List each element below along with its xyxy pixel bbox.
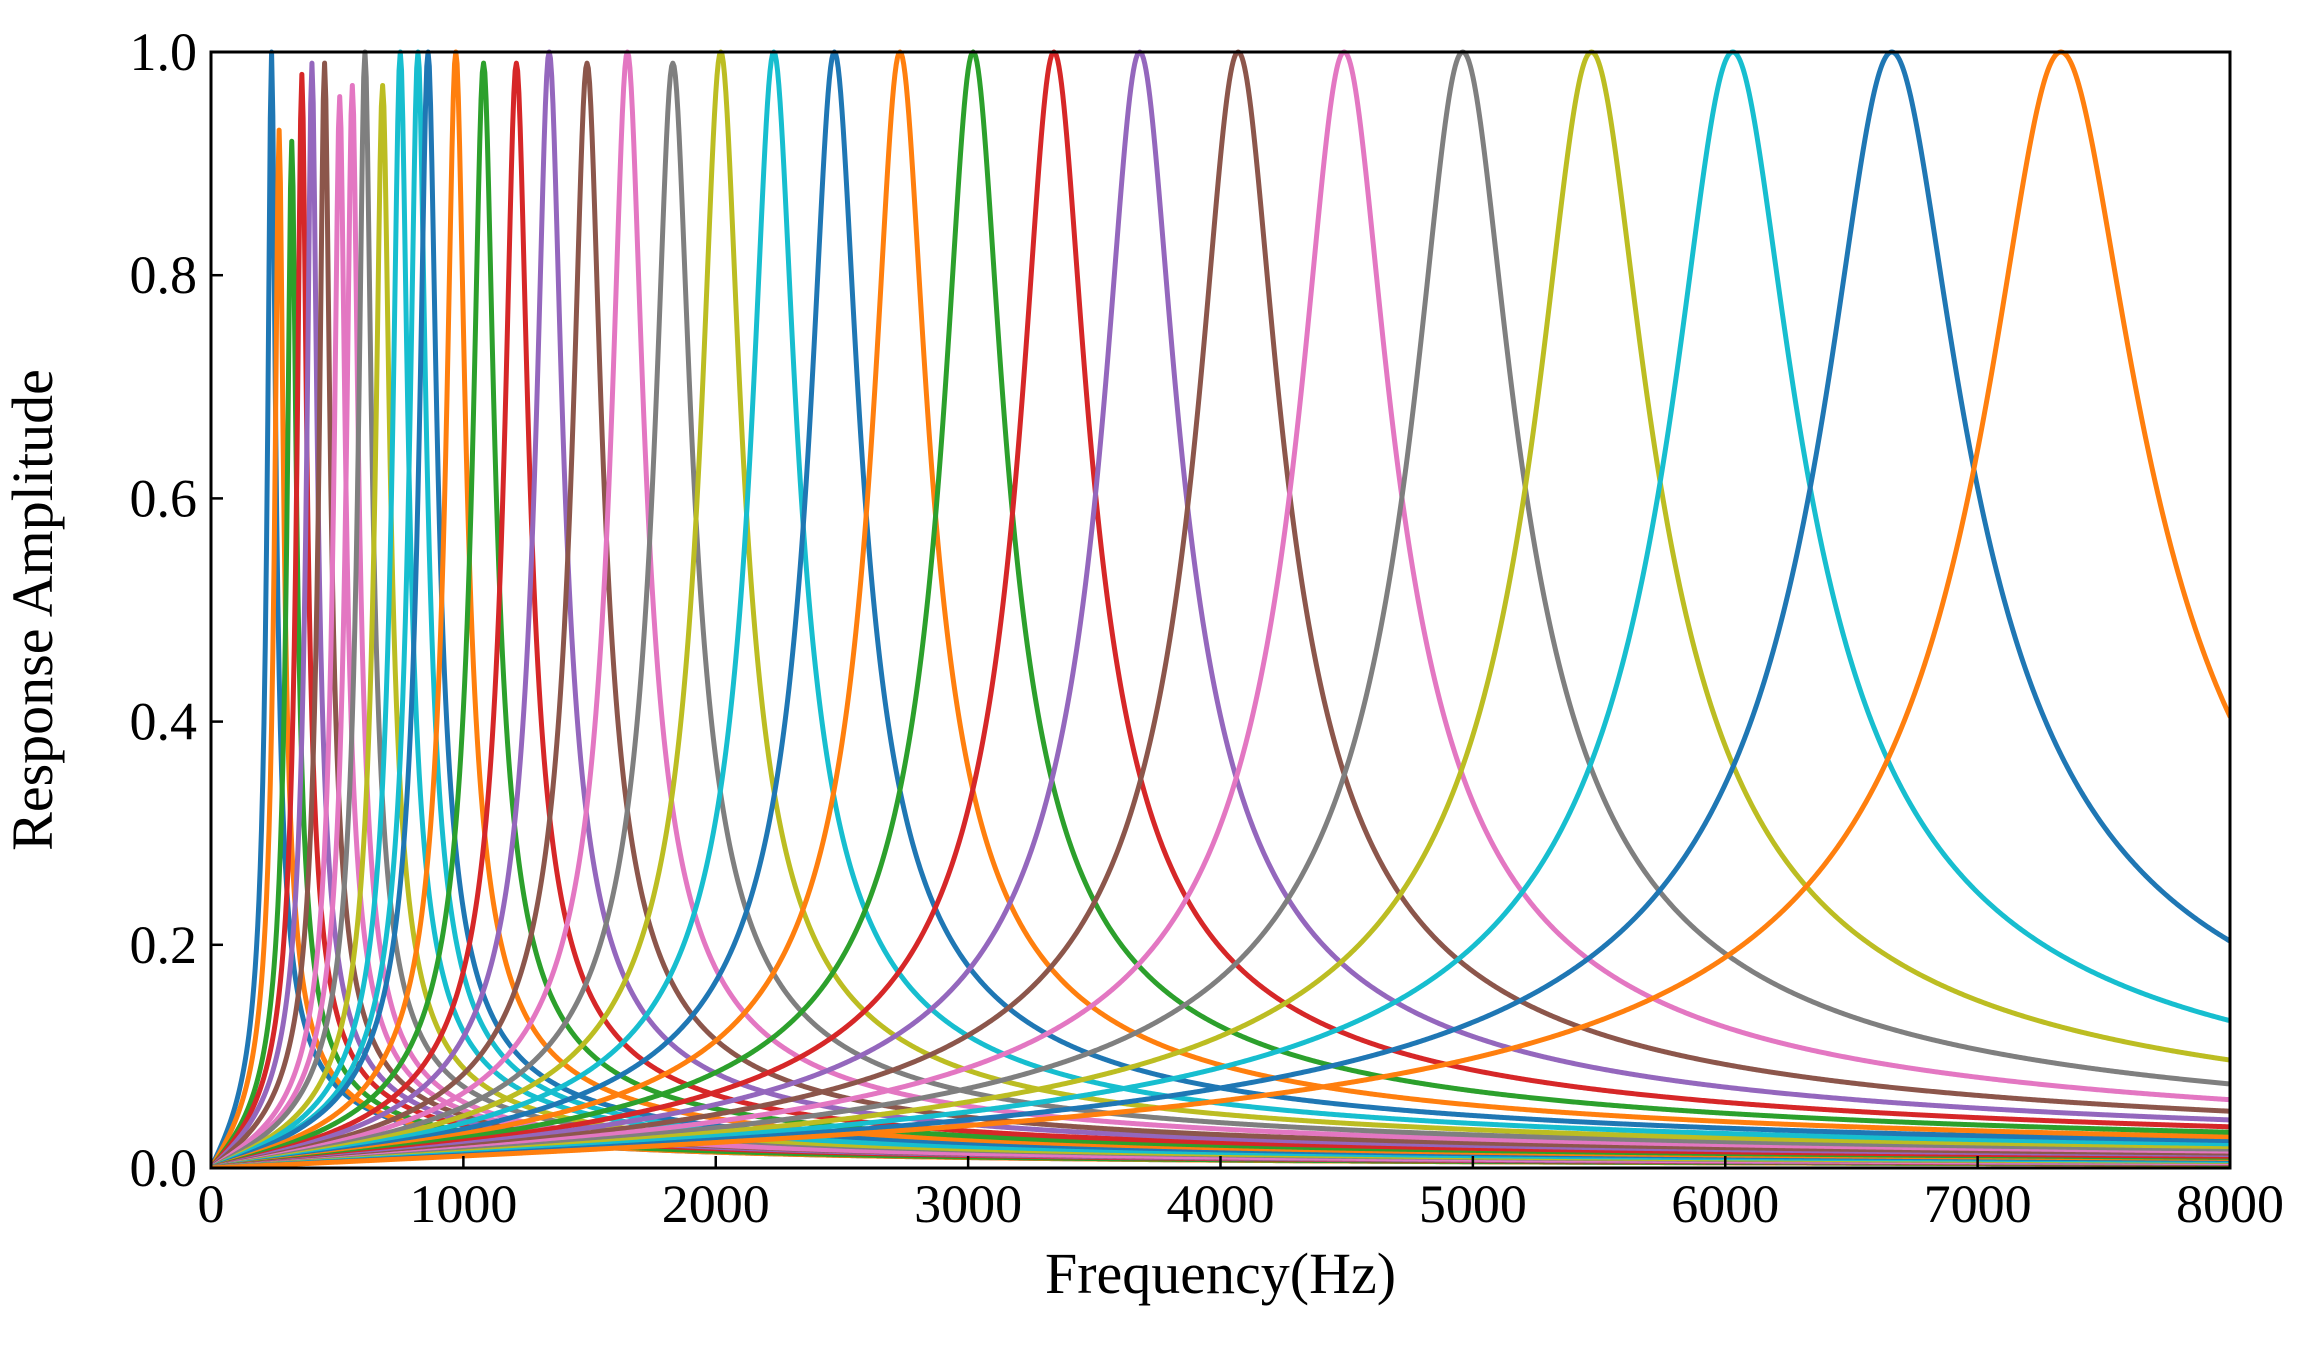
x-axis-title: Frequency(Hz) — [1045, 1241, 1396, 1306]
series-line-20 — [211, 60, 2230, 1168]
series-line-34 — [211, 49, 2230, 1168]
series-line-12 — [211, 49, 2230, 1168]
series-line-31 — [211, 49, 2230, 1168]
series-line-26 — [211, 49, 2230, 1168]
x-tick-label: 3000 — [914, 1174, 1022, 1234]
series-line-27 — [211, 49, 2230, 1168]
series-line-7 — [211, 94, 2230, 1168]
series-line-6 — [211, 60, 2230, 1168]
series-line-32 — [211, 49, 2230, 1168]
y-tick-label: 0.0 — [130, 1138, 198, 1198]
series-line-10 — [211, 82, 2230, 1168]
x-tick-label: 8000 — [2176, 1174, 2284, 1234]
plot-frame — [209, 50, 2232, 1170]
series-line-4 — [211, 71, 2230, 1168]
series-line-16 — [211, 60, 2230, 1168]
y-axis-title: Response Amplitude — [0, 369, 65, 851]
series-line-23 — [211, 49, 2230, 1168]
series-line-30 — [211, 49, 2230, 1168]
series-line-19 — [211, 49, 2230, 1168]
series-line-25 — [211, 49, 2230, 1168]
y-tick-label: 1.0 — [130, 22, 198, 82]
series-line-17 — [211, 49, 2230, 1168]
series-line-33 — [211, 49, 2230, 1168]
series-line-18 — [211, 60, 2230, 1168]
series-line-11 — [211, 49, 2230, 1168]
series-line-9 — [211, 49, 2230, 1168]
x-tick-label: 1000 — [409, 1174, 517, 1234]
x-tick-label: 5000 — [1419, 1174, 1527, 1234]
y-tick-label: 0.2 — [130, 915, 198, 975]
series-line-29 — [211, 49, 2230, 1168]
series-line-13 — [211, 49, 2230, 1168]
series-line-8 — [211, 82, 2230, 1168]
series-layer — [211, 49, 2230, 1168]
x-tick-label: 2000 — [662, 1174, 770, 1234]
series-line-5 — [211, 60, 2230, 1168]
y-tick-label: 0.8 — [130, 245, 198, 305]
x-tick-label: 7000 — [1924, 1174, 2032, 1234]
series-line-22 — [211, 49, 2230, 1168]
series-line-28 — [211, 49, 2230, 1168]
series-line-21 — [211, 49, 2230, 1168]
series-line-1 — [211, 49, 2230, 1168]
x-tick-label: 4000 — [1167, 1174, 1275, 1234]
y-tick-label: 0.6 — [130, 468, 198, 528]
ticks-layer: 0 1000 2000 3000 4000 5000 6000 7000 8000 0.0 0.2 0… — [130, 22, 2285, 1234]
series-line-14 — [211, 49, 2230, 1168]
x-tick-label: 6000 — [1671, 1174, 1779, 1234]
x-tick-label: 0 — [198, 1174, 225, 1234]
series-line-15 — [211, 60, 2230, 1168]
y-tick-label: 0.4 — [130, 692, 198, 752]
series-line-24 — [211, 49, 2230, 1168]
